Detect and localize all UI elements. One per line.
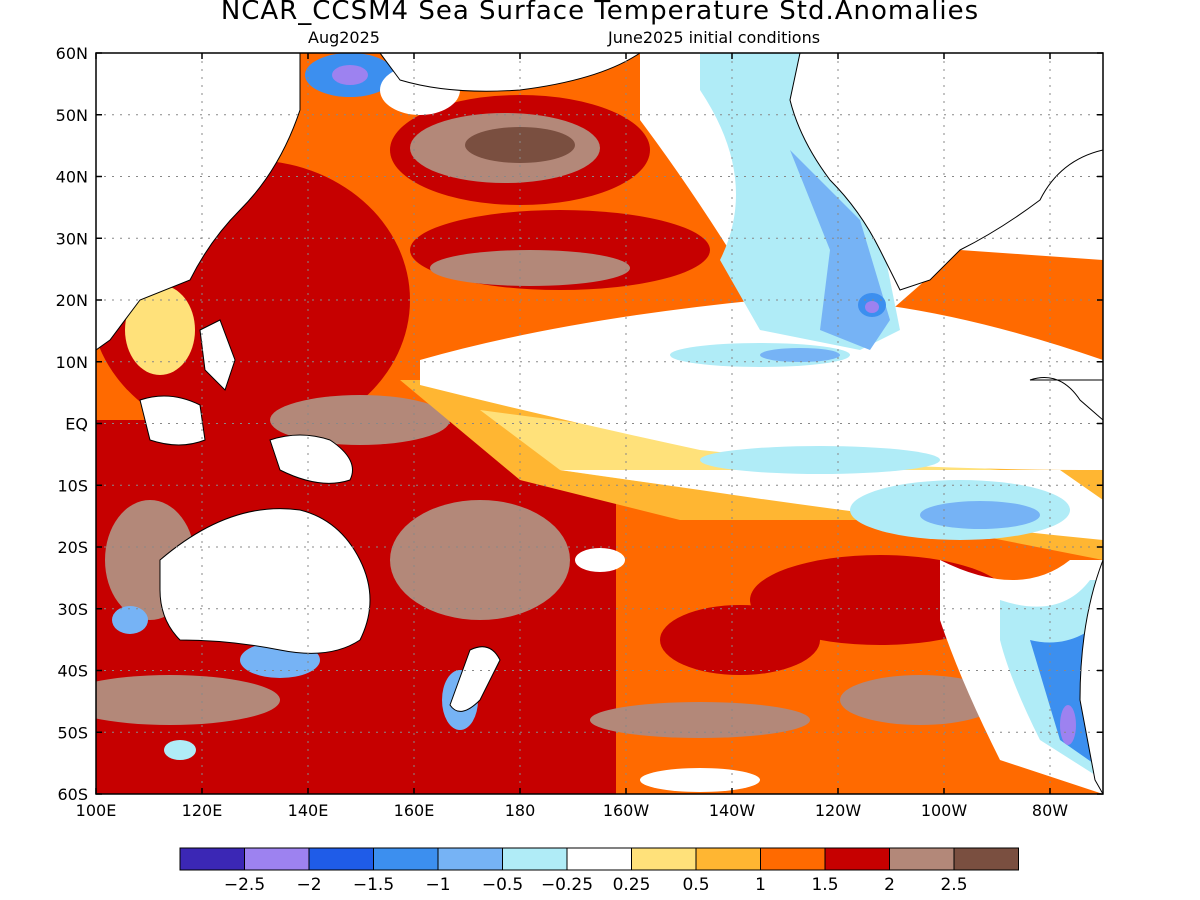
color-scale-legend: −2.5 −2 −1.5 −1 −0.5 −0.25 0.25 0.5 1 1.5 2 2.5 xyxy=(179,847,1019,895)
lon-tick-label: 140E xyxy=(288,801,329,820)
lon-tick-label: 80W xyxy=(1032,801,1068,820)
colorbar-swatch xyxy=(631,847,697,871)
north-america-landmass xyxy=(789,53,1103,291)
alaska-landmass xyxy=(379,53,641,92)
colorbar-swatch xyxy=(244,847,310,871)
colorbar-swatch xyxy=(889,847,955,871)
colorbar-label: 0.25 xyxy=(613,875,651,895)
lat-tick-label: 40N xyxy=(56,168,88,187)
lon-tick-label: 100E xyxy=(76,801,117,820)
lat-tick-label: 50S xyxy=(57,723,88,742)
colorbar-label: −2 xyxy=(296,875,321,895)
colorbar-label: 2 xyxy=(884,875,895,895)
colorbar-label: 1.5 xyxy=(811,875,838,895)
colorbar-swatch xyxy=(695,847,761,871)
colorbar-swatch xyxy=(760,847,826,871)
colorbar-label: −1.5 xyxy=(353,875,394,895)
longitude-axis: 100E 120E 140E 160E 180 160W 140W 120W 100W 80W xyxy=(76,53,1068,820)
colorbar-label: −0.25 xyxy=(541,875,593,895)
lat-tick-label: 20S xyxy=(57,538,88,557)
figure-title: NCAR_CCSM4 Sea Surface Temperature Std.A… xyxy=(220,0,980,26)
lon-tick-label: 140W xyxy=(709,801,756,820)
lon-tick-label: 180 xyxy=(505,801,536,820)
lat-tick-label: 20N xyxy=(56,291,88,310)
lat-tick-label: 50N xyxy=(56,106,88,125)
lat-tick-label: 10S xyxy=(57,476,88,495)
lat-tick-label: 30N xyxy=(56,229,88,248)
south-america-landmass xyxy=(1029,377,1103,794)
initial-conditions-label: June2025 initial conditions xyxy=(608,28,821,47)
colorbar-swatch xyxy=(308,847,374,871)
colorbar-swatch xyxy=(502,847,568,871)
lon-tick-label: 160E xyxy=(394,801,435,820)
lon-tick-label: 120W xyxy=(815,801,862,820)
colorbar-label: −2.5 xyxy=(224,875,265,895)
colorbar-label: 2.5 xyxy=(940,875,967,895)
lon-tick-label: 120E xyxy=(182,801,223,820)
asia-landmass xyxy=(96,53,301,351)
lat-tick-label: 10N xyxy=(56,353,88,372)
lon-tick-label: 160W xyxy=(603,801,650,820)
forecast-month-label: Aug2025 xyxy=(308,28,380,47)
colorbar-swatch xyxy=(373,847,439,871)
australia-landmass xyxy=(159,508,371,654)
lat-tick-label: 30S xyxy=(57,600,88,619)
lat-tick-label: 60S xyxy=(57,785,88,804)
colorbar-swatch xyxy=(953,847,1019,871)
colorbar-swatch xyxy=(566,847,632,871)
colorbar-label: −1 xyxy=(425,875,450,895)
lon-tick-label: 100W xyxy=(921,801,968,820)
colorbar-label: 0.5 xyxy=(682,875,709,895)
anomaly-field xyxy=(96,53,1103,794)
lat-tick-label: 60N xyxy=(56,44,88,63)
colorbar-swatch xyxy=(437,847,503,871)
colorbar-swatch xyxy=(824,847,890,871)
colorbar-label: 1 xyxy=(755,875,766,895)
lat-tick-label: EQ xyxy=(65,415,88,434)
colorbar-swatch xyxy=(179,847,245,871)
lat-tick-label: 40S xyxy=(57,662,88,681)
colorbar-label: −0.5 xyxy=(482,875,523,895)
latitude-axis: 60N 50N 40N 30N 20N 10N EQ 10S 20S 30S 40S 50S 60S xyxy=(56,44,1103,804)
map-gridlines xyxy=(96,53,1103,794)
